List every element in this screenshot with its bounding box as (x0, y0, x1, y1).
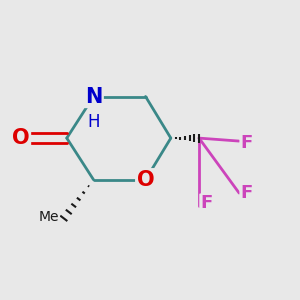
Text: H: H (87, 113, 100, 131)
Text: F: F (241, 134, 253, 152)
Text: F: F (200, 194, 213, 212)
Text: F: F (241, 184, 253, 202)
Text: O: O (137, 170, 154, 190)
Text: O: O (12, 128, 29, 148)
Text: N: N (85, 86, 102, 106)
Text: Me: Me (39, 210, 59, 224)
